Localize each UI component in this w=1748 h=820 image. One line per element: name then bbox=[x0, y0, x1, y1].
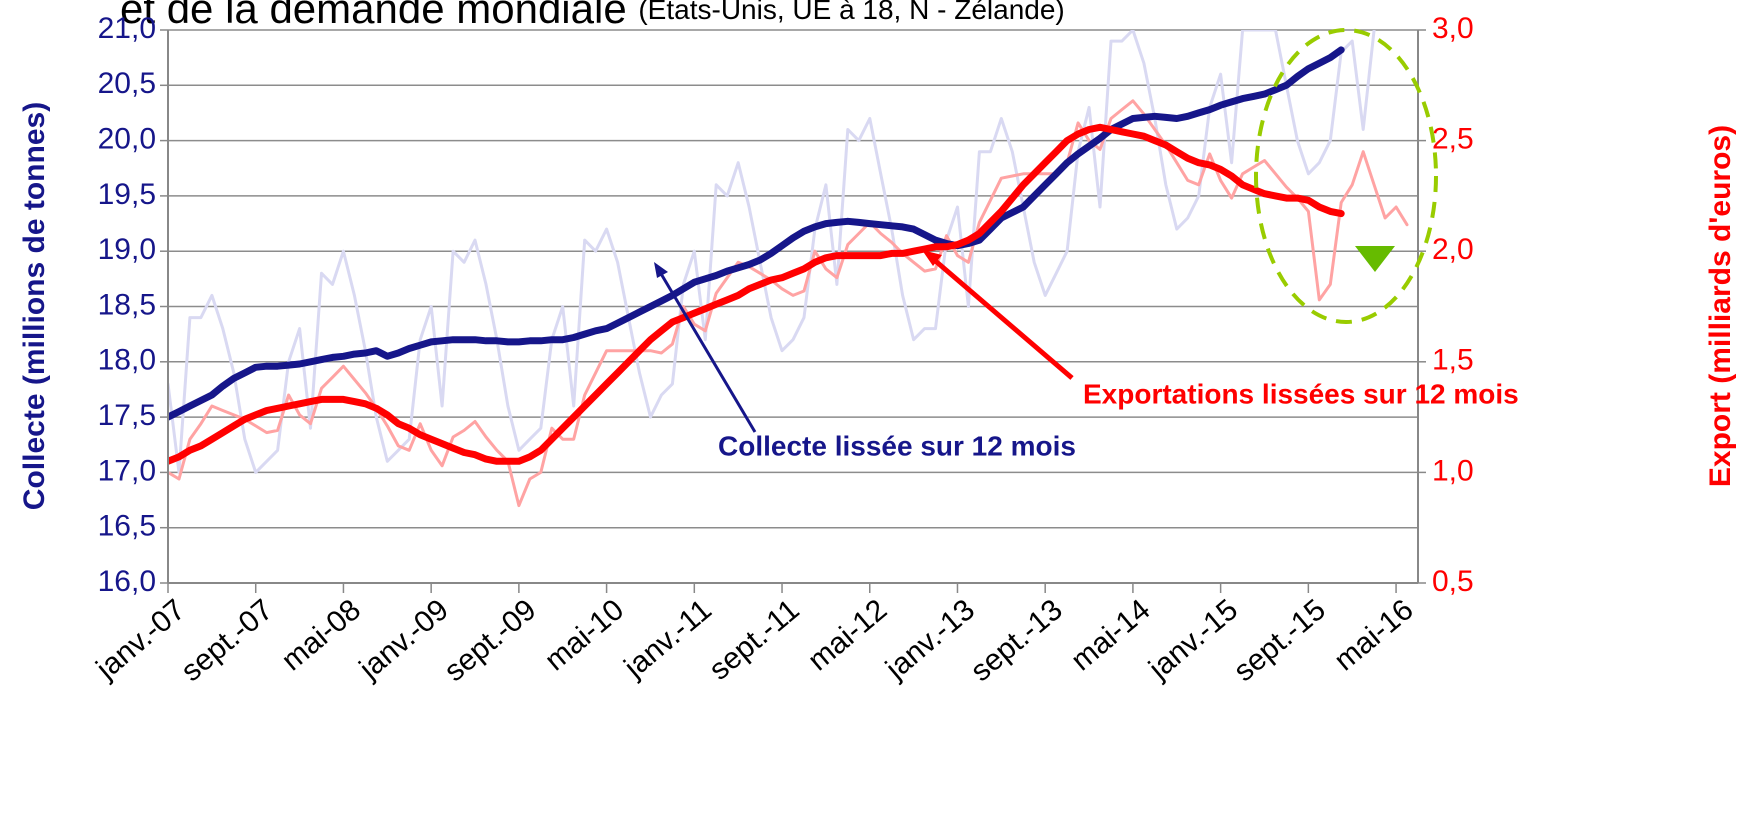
x-tick-label: janv.-13 bbox=[879, 593, 981, 686]
x-tick-label: mai-10 bbox=[539, 593, 630, 677]
annotation-arrow bbox=[930, 256, 1074, 380]
arrow-head bbox=[922, 250, 942, 266]
series-line bbox=[168, 123, 1345, 465]
x-tick-label: sept.-11 bbox=[703, 593, 806, 687]
y-tick-label: 19,5 bbox=[98, 178, 156, 211]
x-tick-label: mai-14 bbox=[1065, 593, 1156, 677]
series-line bbox=[168, 30, 1376, 474]
y2-tick-label: 0,5 bbox=[1432, 565, 1474, 598]
title: et de la demande mondiale bbox=[120, 0, 627, 32]
x-tick-label: sept.-07 bbox=[175, 593, 279, 688]
y2-tick-label: 2,0 bbox=[1432, 233, 1474, 266]
arrow-head bbox=[654, 262, 668, 278]
annotation-arrow bbox=[658, 271, 757, 433]
y-tick-label: 18,0 bbox=[98, 344, 156, 377]
x-tick-label: mai-08 bbox=[276, 593, 367, 677]
annotation: Exportations lissées sur 12 mois bbox=[1083, 378, 1519, 409]
x-tick-label: sept.-15 bbox=[1228, 593, 1332, 688]
y-axis-label: Collecte (millions de tonnes) bbox=[18, 102, 51, 510]
chart-title: et de la demande mondiale (Etats-Unis, U… bbox=[120, 0, 1065, 32]
x-tick-label: janv.-11 bbox=[618, 593, 718, 685]
x-tick-label: sept.-13 bbox=[965, 593, 1069, 688]
y-tick-label: 20,5 bbox=[98, 67, 156, 100]
y2-tick-label: 2,5 bbox=[1432, 123, 1474, 156]
annotation: Collecte lissée sur 12 mois bbox=[718, 430, 1076, 461]
subtitle: (Etats-Unis, UE à 18, N - Zélande) bbox=[638, 0, 1064, 25]
x-tick-label: janv.-07 bbox=[90, 593, 192, 686]
x-tick-label: mai-16 bbox=[1328, 593, 1419, 677]
y-tick-label: 17,0 bbox=[98, 454, 156, 487]
y-tick-label: 16,5 bbox=[98, 510, 156, 543]
x-tick-label: sept.-09 bbox=[438, 593, 542, 688]
down-triangle bbox=[1355, 246, 1395, 272]
y-tick-label: 17,5 bbox=[98, 399, 156, 432]
grid bbox=[168, 29, 1418, 584]
y-tick-label: 19,0 bbox=[98, 233, 156, 266]
y-tick-label: 20,0 bbox=[98, 123, 156, 156]
y2-tick-label: 1,0 bbox=[1432, 454, 1474, 487]
x-tick-label: janv.-15 bbox=[1142, 593, 1244, 686]
x-tick-label: janv.-09 bbox=[353, 593, 455, 686]
y-tick-label: 18,5 bbox=[98, 288, 156, 321]
series-line bbox=[168, 46, 1345, 421]
y2-axis-label: Export (milliards d'euros) bbox=[1704, 125, 1737, 487]
y-tick-label: 16,0 bbox=[98, 565, 156, 598]
y2-tick-label: 3,0 bbox=[1432, 12, 1474, 45]
y2-tick-label: 1,5 bbox=[1432, 344, 1474, 377]
x-tick-label: mai-12 bbox=[802, 593, 893, 677]
y-tick-label: 21,0 bbox=[98, 12, 156, 45]
plot-area bbox=[168, 30, 1409, 508]
highlight-ellipse bbox=[1254, 28, 1438, 324]
